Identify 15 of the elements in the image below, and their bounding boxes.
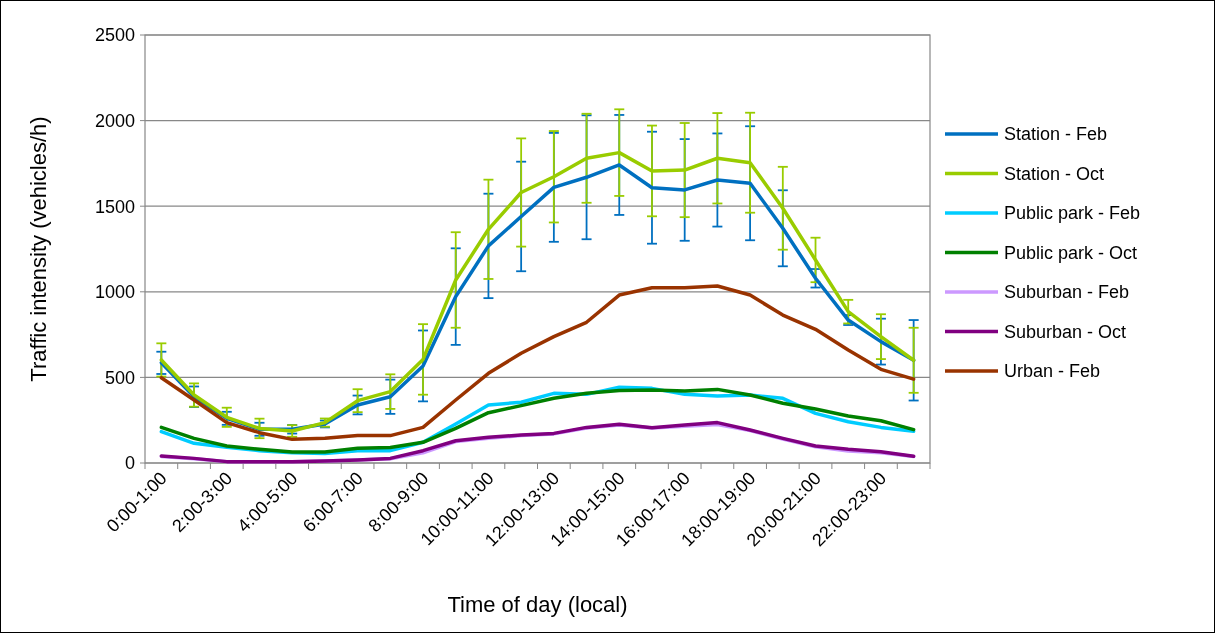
legend-label: Public park - Feb <box>1004 203 1141 224</box>
legend-label: Station - Oct <box>1004 163 1105 184</box>
y-tick-label: 0 <box>124 453 135 474</box>
y-tick-label: 2500 <box>94 25 135 46</box>
legend-label: Public park - Oct <box>1004 242 1138 263</box>
legend-label: Urban - Feb <box>1004 361 1101 382</box>
y-tick-label: 2000 <box>94 110 135 131</box>
y-tick-label: 500 <box>104 367 135 388</box>
y-tick-label: 1000 <box>94 282 135 303</box>
y-tick-label: 1500 <box>94 196 135 217</box>
x-axis-title: Time of day (local) <box>447 592 628 617</box>
legend-label: Suburban - Oct <box>1004 321 1127 342</box>
legend-label: Station - Feb <box>1004 124 1108 145</box>
legend-label: Suburban - Feb <box>1004 282 1130 303</box>
y-axis-title: Traffic intensity (vehicles/h) <box>26 116 51 382</box>
